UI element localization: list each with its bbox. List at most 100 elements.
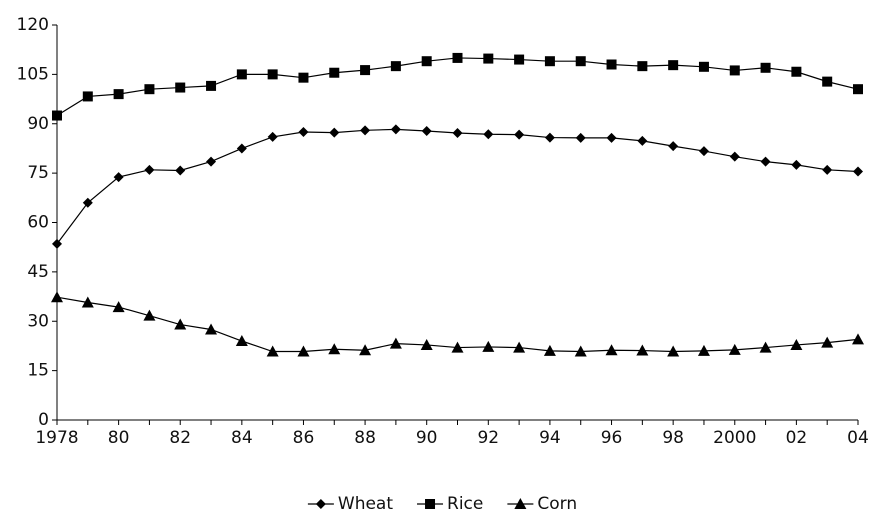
marker [144,84,155,95]
marker [637,135,648,146]
marker [359,344,372,356]
marker [360,125,371,136]
marker [113,89,124,100]
marker [144,164,155,175]
marker [698,146,709,157]
y-tick-label: 60 [27,213,49,233]
marker [514,498,527,509]
marker [298,72,309,83]
marker [853,84,863,95]
marker [760,156,771,167]
marker [698,61,709,72]
marker [315,499,326,509]
marker [389,337,402,349]
marker [206,80,217,91]
marker [421,56,432,67]
x-tick-label: 92 [477,428,499,448]
x-tick-label: 02 [786,428,808,448]
marker [390,61,401,72]
legend-item: Wheat [307,494,393,514]
marker [482,340,495,352]
marker [729,65,740,76]
marker [483,129,494,140]
marker [236,69,247,80]
marker [329,127,340,138]
y-tick-label: 120 [17,15,49,35]
marker [236,143,247,154]
x-tick-label: 94 [539,428,561,448]
y-tick-label: 30 [27,311,49,331]
marker [513,341,526,353]
marker [728,343,741,355]
marker [822,76,833,87]
marker [452,127,463,138]
marker [667,345,680,357]
marker [52,238,62,249]
y-tick-label: 45 [27,262,49,282]
marker [544,56,555,67]
y-tick-label: 75 [27,163,49,183]
x-tick-label: 80 [108,428,130,448]
series-line [56,128,859,245]
marker [143,309,156,321]
marker [544,132,555,143]
marker [420,338,433,350]
marker [853,166,863,177]
marker [329,67,340,78]
marker [175,82,186,93]
legend: Wheat Rice Corn [307,494,577,514]
legend-label: Rice [447,494,483,514]
marker [514,54,525,65]
legend-item: Rice [417,494,483,514]
marker [174,318,187,330]
marker [575,56,586,67]
y-tick-label: 105 [17,64,49,84]
y-tick-label: 0 [38,410,49,430]
x-tick-label: 90 [416,428,438,448]
marker [267,131,278,142]
marker [425,499,436,509]
marker [822,164,833,175]
marker [668,60,679,71]
marker [266,345,279,357]
marker [637,61,648,72]
y-tick-label: 90 [27,114,49,134]
marker [759,341,772,353]
marker [760,62,771,73]
marker [821,336,834,348]
marker [790,338,803,350]
x-tick-label: 88 [354,428,376,448]
legend-label: Corn [537,494,577,514]
marker [574,345,587,357]
legend-item: Corn [507,494,577,514]
marker [575,132,586,143]
x-tick-label: 82 [169,428,191,448]
x-tick-label: 96 [601,428,623,448]
marker [606,59,617,70]
marker [113,172,124,183]
x-tick-label: 86 [293,428,315,448]
marker [791,66,802,77]
x-tick-label: 04 [847,428,869,448]
marker [668,141,679,152]
marker [697,344,710,356]
marker [298,126,309,137]
y-tick-label: 15 [27,361,49,381]
marker [175,165,186,176]
marker [605,344,618,356]
marker [328,343,341,355]
x-tick-label: 98 [662,428,684,448]
marker [267,69,278,80]
marker [452,52,463,63]
marker [82,197,93,208]
legend-label: Wheat [338,494,393,514]
marker [297,345,310,357]
marker [852,333,864,345]
marker [390,124,401,135]
marker [636,344,649,356]
marker [81,296,94,308]
marker [483,53,494,64]
x-tick-label: 2000 [713,428,756,448]
x-tick-label: 84 [231,428,253,448]
